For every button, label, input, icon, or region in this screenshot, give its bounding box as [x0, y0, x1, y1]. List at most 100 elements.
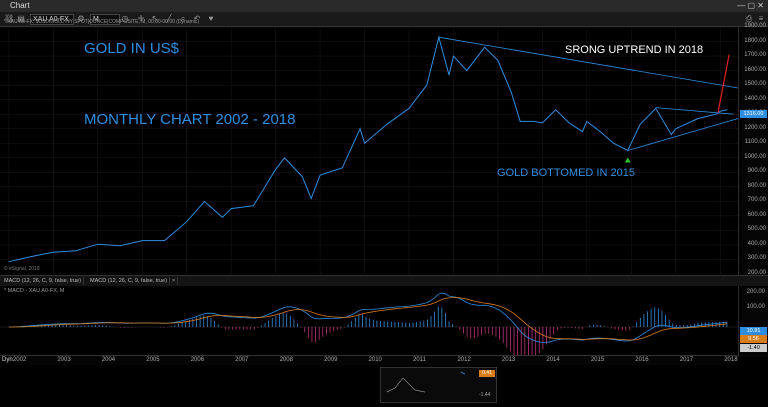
mini-tag-1: 0.41 — [479, 370, 495, 377]
y-tick-label: 1200.00 — [744, 124, 766, 131]
macd-signal-line — [8, 297, 727, 341]
y-tick-label: 700.00 — [747, 197, 766, 204]
cursor-icon[interactable]: ↖ — [151, 14, 159, 23]
chart-header: * XAU A0-FX, $USD/GOLD NY SPOT|OUNCE|COM… — [4, 19, 200, 25]
data-point — [52, 251, 54, 253]
annotation-gold-title: GOLD IN US$ — [84, 40, 180, 57]
data-point — [599, 131, 601, 133]
data-point — [221, 216, 223, 218]
x-tick-label: 2016 — [635, 357, 649, 363]
macd-label: * MACD - XAU A0-FX, M — [4, 288, 65, 294]
data-point — [97, 243, 99, 245]
y-tick-label: 500.00 — [747, 226, 766, 233]
x-tick-label: 2018 — [724, 357, 738, 363]
data-point — [568, 122, 570, 124]
data-point — [301, 176, 303, 178]
x-tick-label: 2013 — [501, 357, 516, 363]
data-point — [186, 221, 188, 223]
data-point — [510, 91, 512, 93]
data-point — [555, 109, 557, 111]
price-chart[interactable]: * XAU A0-FX, $USD/GOLD NY SPOT|OUNCE|COM… — [0, 19, 738, 274]
tab-add[interactable]: × — [170, 277, 179, 285]
data-point — [204, 200, 205, 202]
watermark: © eSignal, 2018 — [4, 266, 40, 272]
data-point — [497, 60, 499, 61]
settings-icon[interactable]: ⚙ — [77, 14, 85, 23]
data-point — [284, 157, 285, 159]
macd-tag-1: 10.91 — [740, 327, 767, 335]
annotation-bottom: GOLD BOTTOMED IN 2015 — [497, 167, 635, 179]
x-tick-label: 2015 — [590, 357, 605, 363]
x-tick-label: 2017 — [679, 357, 694, 363]
data-point — [639, 123, 641, 125]
y-tick-label: 400.00 — [747, 240, 766, 247]
x-tick-label: 2010 — [368, 357, 382, 363]
time-axis[interactable]: Dyn 2002 2003 2004 2005 2006 2007 2008 2009 2010… — [0, 355, 738, 366]
favorite-icon[interactable]: ♥ — [208, 14, 214, 23]
tab-macd-1[interactable]: MACD (12, 26, C, 9, false, true) — [2, 277, 85, 285]
clock-icon[interactable]: ◷ — [121, 14, 129, 23]
tab-macd-2[interactable]: MACD (12, 26, C, 9, false, true) — [88, 277, 171, 285]
y-tick-label: 1000.00 — [744, 153, 766, 160]
data-point — [448, 74, 450, 76]
mini-chart[interactable]: 0.41 -1.44 — [380, 367, 497, 403]
x-tick-label: 2014 — [546, 357, 560, 363]
x-tick-label: 2003 — [57, 357, 71, 363]
menu-icon[interactable]: ≡ — [758, 14, 764, 23]
interval-input[interactable]: M — [90, 14, 120, 25]
data-point — [230, 208, 232, 210]
data-point — [719, 110, 721, 112]
uptrend-arrow — [717, 54, 730, 113]
data-point — [30, 256, 32, 257]
y-tick-label: 200.00 — [747, 270, 766, 276]
mini-tag-2: -1.44 — [479, 392, 491, 398]
data-point — [697, 118, 699, 119]
y-tick-label: 600.00 — [747, 211, 766, 218]
price-axis[interactable]: 1900.00 1800.00 1700.00 1600.00 1500.00 1400.… — [738, 23, 768, 357]
y-tick-label: 1700.00 — [744, 52, 766, 59]
data-point — [726, 109, 728, 111]
macd-tag-3: -1.40 — [740, 344, 767, 352]
crosshair-icon[interactable]: ✛ — [137, 14, 145, 23]
mini-chart-svg — [386, 371, 466, 393]
data-point — [426, 84, 428, 86]
y-tick-label: 900.00 — [747, 168, 766, 175]
x-tick-label: 2012 — [457, 357, 471, 363]
x-tick-label: 2006 — [190, 357, 205, 363]
window-controls[interactable]: — ▢ ✕ — [737, 1, 764, 10]
trendline-upper — [438, 36, 738, 89]
dyn-label[interactable]: Dyn — [2, 357, 13, 363]
macd-chart[interactable] — [0, 287, 738, 355]
macd-tabbar: MACD (12, 26, C, 9, false, true) MACD (1… — [0, 276, 768, 286]
draw-line-icon[interactable]: ╱ — [166, 14, 172, 23]
pane-divider[interactable] — [0, 275, 768, 276]
data-point — [655, 107, 657, 109]
data-point — [164, 240, 165, 241]
y-tick-label: 800.00 — [747, 182, 766, 189]
x-tick-label: 2008 — [279, 357, 293, 363]
sheet-icon[interactable]: ▤ — [17, 14, 25, 23]
data-point — [453, 55, 454, 57]
data-point — [586, 121, 588, 122]
symbol-input[interactable]: XAU A0-FX — [30, 14, 74, 25]
data-point — [519, 121, 521, 122]
macd-line — [8, 292, 727, 343]
y-tick-label: 1600.00 — [744, 66, 766, 73]
zoom-icon[interactable]: ⌕ — [180, 14, 186, 23]
undo-icon[interactable]: ↶ — [193, 14, 201, 23]
bottom-panel: 0.41 -1.44 — [0, 365, 768, 403]
print-icon[interactable]: ⎙ — [745, 14, 753, 23]
macd-y-tick-label: 200.00 — [746, 289, 765, 295]
data-point — [253, 205, 254, 207]
annotation-monthly: MONTHLY CHART 2002 - 2018 — [84, 111, 296, 128]
x-tick-label: 2005 — [146, 357, 160, 363]
link-icon[interactable]: ⛓ — [4, 14, 15, 23]
data-point — [484, 46, 485, 48]
trendline-lower — [627, 118, 738, 151]
y-tick-label: 1500.00 — [744, 81, 766, 88]
data-point — [364, 142, 365, 144]
trendline-triangle-top — [655, 107, 734, 115]
window-title: Chart — [10, 1, 30, 10]
annotation-uptrend: SRONG UPTREND IN 2018 — [565, 44, 704, 56]
x-tick-label: 2007 — [235, 357, 249, 363]
